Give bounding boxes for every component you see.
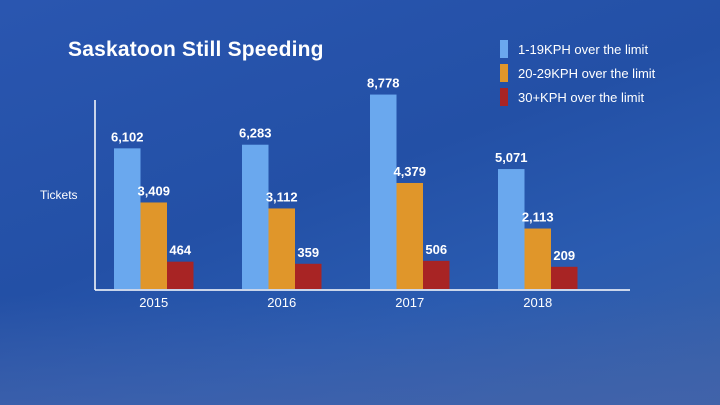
legend-item-3: 30+KPH over the limit: [500, 88, 644, 106]
data-label: 464: [169, 243, 191, 258]
data-label: 3,409: [137, 183, 170, 198]
bar-2018-series-3: [551, 266, 578, 289]
bar-2016-series-2: [268, 208, 295, 289]
background-ground: [0, 295, 720, 405]
legend-item-1: 1-19KPH over the limit: [500, 40, 648, 58]
x-tick-label: 2015: [139, 295, 168, 310]
legend-swatch: [500, 88, 508, 106]
legend-label: 20-29KPH over the limit: [518, 65, 656, 81]
data-label: 6,283: [239, 126, 272, 141]
bar-2016-series-1: [242, 144, 269, 289]
x-tick-label: 2016: [267, 295, 296, 310]
legend-label: 1-19KPH over the limit: [518, 41, 649, 57]
chart-title: Saskatoon Still Speeding: [68, 38, 324, 61]
data-label: 506: [425, 242, 447, 257]
data-label: 6,102: [111, 129, 144, 144]
bar-2016-series-3: [295, 263, 322, 289]
x-tick-label: 2017: [395, 295, 424, 310]
legend-item-2: 20-29KPH over the limit: [500, 64, 655, 82]
legend-swatch: [500, 40, 508, 58]
data-label: 209: [553, 248, 575, 263]
x-tick-label: 2018: [523, 295, 552, 310]
data-label: 8,778: [367, 76, 400, 91]
bar-2015-series-2: [140, 202, 167, 289]
data-label: 2,113: [522, 210, 554, 225]
data-label: 5,071: [495, 150, 528, 165]
data-label: 359: [297, 245, 319, 260]
bar-2017-series-2: [396, 182, 423, 289]
data-label: 3,112: [266, 189, 298, 204]
legend-swatch: [500, 64, 508, 82]
bar-2017-series-3: [423, 260, 450, 289]
bar-2015-series-1: [114, 148, 141, 289]
bar-2018-series-1: [498, 169, 525, 289]
bar-2015-series-3: [167, 261, 194, 289]
data-label: 4,379: [393, 164, 426, 179]
bar-2017-series-1: [370, 94, 397, 290]
bar-2018-series-2: [524, 228, 551, 289]
legend-label: 30+KPH over the limit: [518, 89, 645, 105]
y-axis-label: Tickets: [40, 188, 78, 202]
